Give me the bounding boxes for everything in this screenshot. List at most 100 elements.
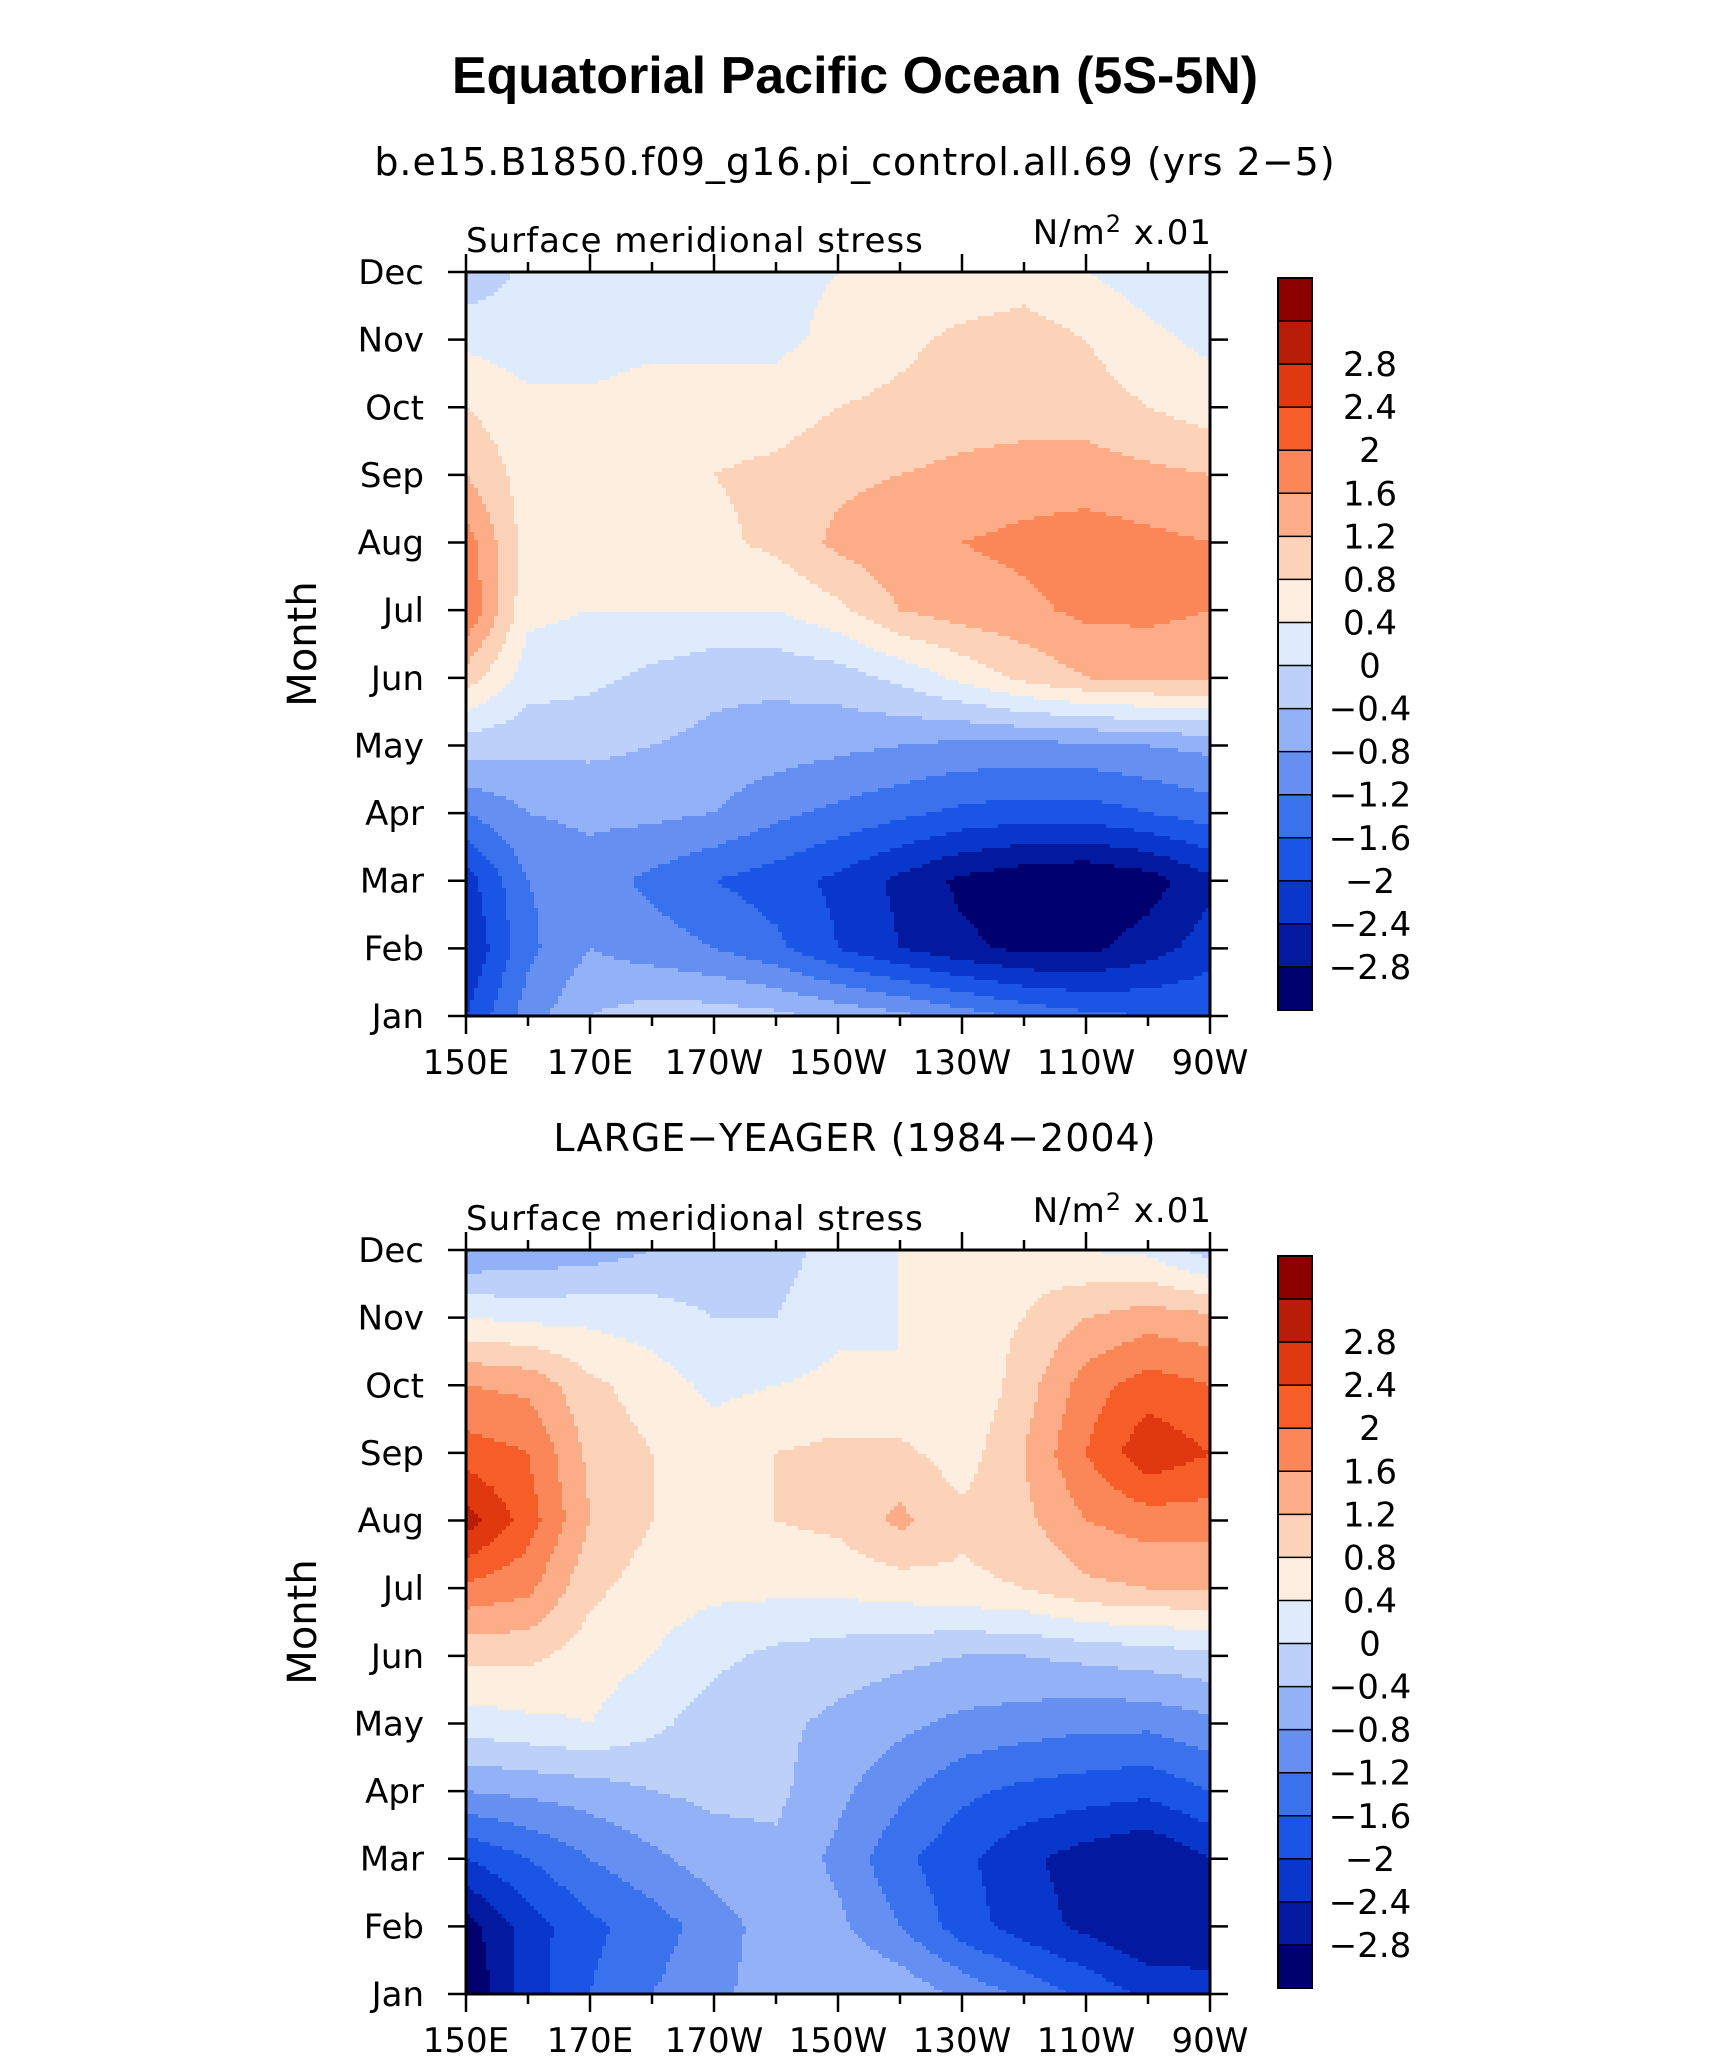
contour-field	[466, 1250, 1211, 1995]
colorbar-label: 0	[1359, 1625, 1381, 1665]
colorbar-label: 1.2	[1343, 517, 1397, 557]
x-tick-label: 110W	[1037, 2021, 1136, 2061]
colorbar-bin	[1278, 1600, 1312, 1644]
y-tick-label: Jun	[369, 1637, 424, 1677]
heatmap-panel-1: 150E 170E 170W 150W 130W 110W 90W Jan Feb Mar Apr M…	[280, 210, 1411, 1083]
colorbar-bin	[1278, 752, 1312, 796]
colorbar-label: −1.6	[1329, 819, 1412, 859]
colorbar-bin	[1278, 622, 1312, 666]
x-tick-label: 150W	[789, 2021, 888, 2061]
colorbar-bin	[1278, 1385, 1312, 1429]
colorbar-label: 1.6	[1343, 1452, 1397, 1492]
contour-field	[466, 272, 1211, 1017]
x-tick-label: 150E	[423, 1043, 509, 1083]
colorbar-label: 1.6	[1343, 474, 1397, 514]
colorbar-bin	[1278, 838, 1312, 882]
colorbar-label: −2.4	[1329, 905, 1412, 945]
colorbar-bin	[1278, 709, 1312, 753]
colorbar-label: −1.6	[1329, 1797, 1412, 1837]
colorbar-bin	[1278, 1514, 1312, 1558]
x-tick-label: 170E	[547, 2021, 633, 2061]
y-tick-label: Jun	[369, 659, 424, 699]
x-tick-label: 170E	[547, 1043, 633, 1083]
colorbar-label: 2.4	[1343, 388, 1397, 428]
colorbar-label: 2	[1359, 431, 1381, 471]
colorbar-bin	[1278, 1342, 1312, 1386]
colorbar-bin	[1278, 1945, 1312, 1989]
colorbar-label: 0.8	[1343, 560, 1397, 600]
colorbar-bin	[1278, 967, 1312, 1011]
colorbar-label: −2	[1345, 1840, 1395, 1880]
x-tick-label: 130W	[913, 1043, 1012, 1083]
colorbar-bin	[1278, 1557, 1312, 1601]
colorbar-bin	[1278, 407, 1312, 451]
colorbar: 2.82.421.61.20.80.40−0.4−0.8−1.2−1.6−2−2…	[1278, 1256, 1411, 1989]
x-tick-label: 90W	[1172, 2021, 1249, 2061]
colorbar-bin	[1278, 1816, 1312, 1860]
variable-label: Surface meridional stress	[466, 221, 924, 261]
colorbar: 2.82.421.61.20.80.40−0.4−0.8−1.2−1.6−2−2…	[1278, 278, 1411, 1011]
x-tick-label: 170W	[665, 1043, 764, 1083]
colorbar-label: 0.8	[1343, 1538, 1397, 1578]
colorbar-label: 0.4	[1343, 603, 1397, 643]
colorbar-label: 2	[1359, 1409, 1381, 1449]
units-label: N/m2 x.01	[1033, 1188, 1212, 1231]
y-tick-label: Aug	[358, 524, 424, 564]
colorbar-label: 1.2	[1343, 1495, 1397, 1535]
colorbar-bin	[1278, 536, 1312, 580]
x-tick-label: 150E	[423, 2021, 509, 2061]
colorbar-label: 0	[1359, 647, 1381, 687]
x-tick-label: 150W	[789, 1043, 888, 1083]
colorbar-label: −2.8	[1329, 1926, 1412, 1966]
colorbar-bin	[1278, 795, 1312, 839]
y-tick-label: Dec	[358, 253, 424, 293]
y-axis-label: Month	[280, 1559, 326, 1684]
colorbar-label: −2	[1345, 862, 1395, 902]
variable-label: Surface meridional stress	[466, 1199, 924, 1239]
y-tick-label: Oct	[365, 388, 424, 428]
colorbar-bin	[1278, 1471, 1312, 1515]
y-tick-label: Apr	[365, 794, 424, 834]
y-tick-label: May	[354, 726, 424, 766]
y-tick-label: Nov	[358, 1299, 424, 1339]
y-tick-label: Jan	[370, 997, 424, 1037]
y-tick-label: Feb	[364, 929, 424, 969]
y-tick-label: Mar	[360, 1840, 424, 1880]
colorbar-bin	[1278, 924, 1312, 968]
y-tick-label: Dec	[358, 1231, 424, 1271]
y-tick-label: May	[354, 1704, 424, 1744]
x-tick-label: 130W	[913, 2021, 1012, 2061]
colorbar-bin	[1278, 881, 1312, 925]
colorbar-label: 2.8	[1343, 345, 1397, 385]
colorbar-label: −0.8	[1329, 733, 1412, 773]
y-tick-label: Jul	[381, 1569, 424, 1609]
y-tick-label: Jul	[381, 591, 424, 631]
colorbar-bin	[1278, 1730, 1312, 1774]
colorbar-bin	[1278, 1902, 1312, 1946]
heatmap-panel-2: 150E 170E 170W 150W 130W 110W 90WJanFebMarAprM…	[280, 1188, 1411, 2061]
y-tick-label: Aug	[358, 1502, 424, 1542]
y-tick-label: Jan	[370, 1975, 424, 2015]
colorbar-bin	[1278, 1299, 1312, 1343]
colorbar-label: −0.8	[1329, 1711, 1412, 1751]
colorbar-bin	[1278, 364, 1312, 408]
colorbar-label: −2.4	[1329, 1883, 1412, 1923]
colorbar-bin	[1278, 278, 1312, 322]
y-tick-label: Oct	[365, 1366, 424, 1406]
colorbar-label: 2.8	[1343, 1323, 1397, 1363]
y-tick-label: Nov	[358, 321, 424, 361]
x-tick-label: 110W	[1037, 1043, 1136, 1083]
colorbar-bin	[1278, 1687, 1312, 1731]
x-tick-label: 90W	[1172, 1043, 1249, 1083]
colorbar-bin	[1278, 321, 1312, 365]
colorbar-bin	[1278, 579, 1312, 623]
colorbar-bin	[1278, 1428, 1312, 1472]
y-tick-label: Mar	[360, 862, 424, 902]
colorbar-label: −2.8	[1329, 948, 1412, 988]
colorbar-bin	[1278, 493, 1312, 537]
colorbar-bin	[1278, 450, 1312, 494]
colorbar-bin	[1278, 1256, 1312, 1300]
colorbar-label: −0.4	[1329, 690, 1412, 730]
